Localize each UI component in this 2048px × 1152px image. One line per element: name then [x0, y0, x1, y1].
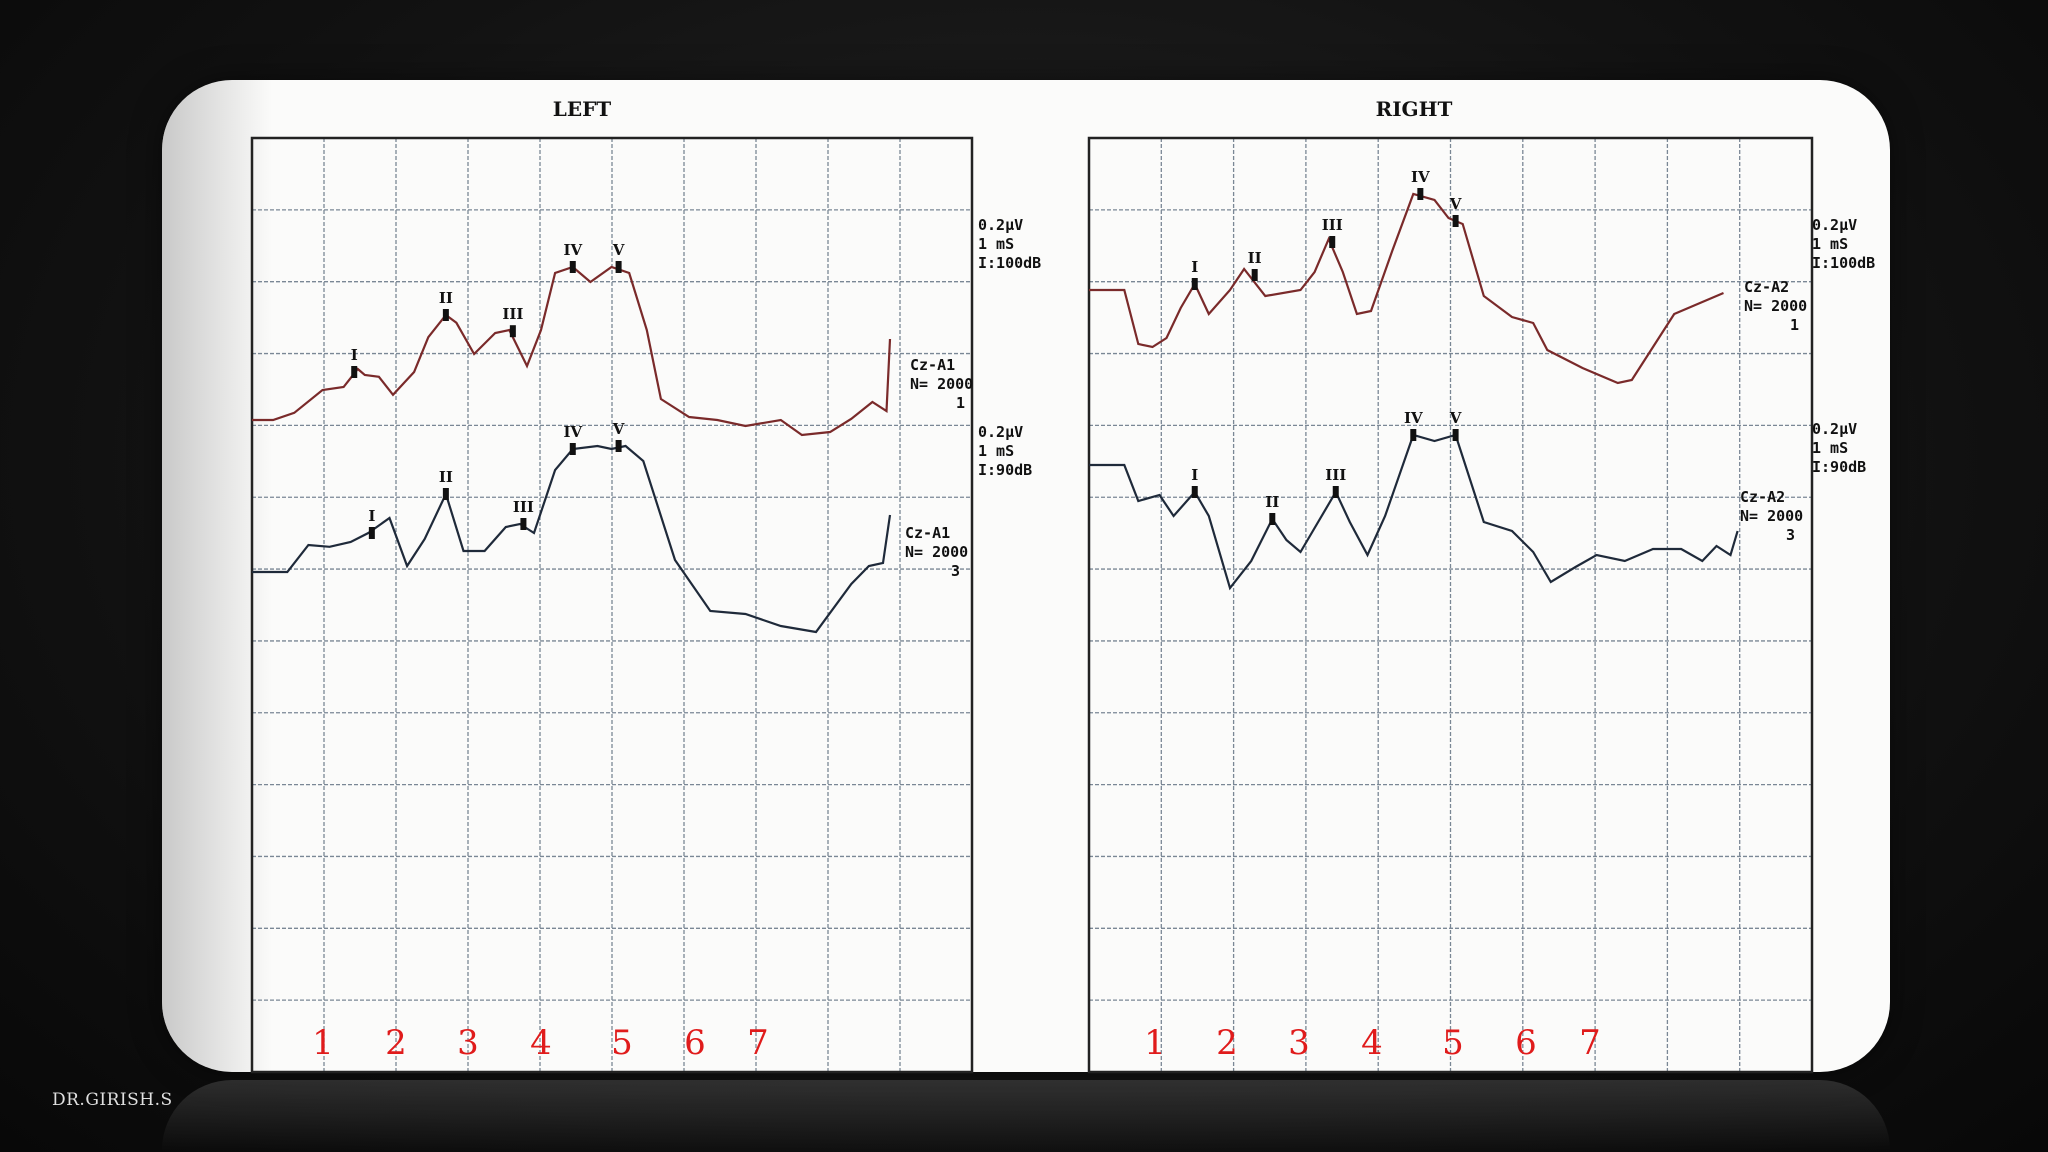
- peak-label: I: [351, 346, 358, 364]
- peak-label: II: [1265, 493, 1279, 511]
- recording-setting: 1 mS: [1812, 439, 1848, 457]
- interval-number: 2: [385, 1023, 407, 1063]
- peak-label: V: [1449, 409, 1462, 427]
- peak-label: I: [368, 507, 375, 525]
- panel-frame: [1087, 136, 1814, 1074]
- peak-marker: [1452, 429, 1459, 441]
- channel-label: 1: [1790, 316, 1799, 334]
- interval-number: 4: [530, 1023, 552, 1063]
- peak-label: II: [1248, 249, 1262, 267]
- interval-number: 4: [1361, 1023, 1383, 1063]
- channel-label: Cz-A1: [910, 356, 955, 374]
- channel-label: N= 2000: [1740, 507, 1803, 525]
- peak-marker: [1417, 188, 1424, 200]
- recording-setting: I:90dB: [978, 461, 1032, 479]
- interval-number: 2: [1216, 1023, 1238, 1063]
- card-reflection: [162, 1080, 1890, 1152]
- interval-number: 5: [1442, 1023, 1464, 1063]
- peak-label: III: [502, 305, 523, 323]
- channel-label: N= 2000: [1744, 297, 1807, 315]
- peak-label: II: [439, 468, 453, 486]
- peak-label: IV: [1404, 409, 1423, 427]
- peak-marker: [1191, 278, 1198, 290]
- peak-marker: [442, 488, 449, 500]
- peak-marker: [569, 443, 576, 455]
- channel-label: N= 2000: [910, 375, 973, 393]
- peak-label: V: [612, 241, 625, 259]
- interval-number: 6: [684, 1023, 706, 1063]
- peak-marker: [520, 518, 527, 530]
- recording-setting: 1 mS: [978, 442, 1014, 460]
- peak-label: III: [513, 498, 534, 516]
- peak-label: V: [612, 420, 625, 438]
- recording-setting: I:100dB: [978, 254, 1041, 272]
- channel-label: Cz-A1: [905, 524, 950, 542]
- peak-marker: [1452, 215, 1459, 227]
- channel-label: 1: [956, 394, 965, 412]
- peak-marker: [442, 309, 449, 321]
- channel-label: N= 2000: [905, 543, 968, 561]
- peak-marker: [569, 261, 576, 273]
- peak-label: IV: [563, 241, 582, 259]
- recording-setting: 1 mS: [978, 235, 1014, 253]
- panel-title: LEFT: [553, 97, 612, 121]
- abr-report-card: [162, 80, 1890, 1072]
- recording-setting: I:100dB: [1812, 254, 1875, 272]
- peak-label: I: [1191, 258, 1198, 276]
- interval-number: 5: [611, 1023, 633, 1063]
- peak-marker: [1269, 513, 1276, 525]
- interval-number: 1: [312, 1023, 334, 1063]
- channel-label: Cz-A2: [1740, 488, 1785, 506]
- peak-marker: [615, 440, 622, 452]
- recording-setting: 0.2µV: [978, 216, 1023, 234]
- waveform-trace-lower: [252, 444, 892, 634]
- recording-setting: 0.2µV: [1812, 420, 1857, 438]
- peak-label: IV: [563, 423, 582, 441]
- panel-frame: [250, 136, 974, 1074]
- interval-number: 7: [1579, 1023, 1601, 1063]
- recording-setting: 0.2µV: [1812, 216, 1857, 234]
- interval-number: 3: [1288, 1023, 1310, 1063]
- recording-setting: 1 mS: [1812, 235, 1848, 253]
- peak-label: III: [1325, 466, 1346, 484]
- peak-label: I: [1191, 466, 1198, 484]
- waveform-trace-lower: [1089, 433, 1739, 591]
- peak-label: IV: [1411, 168, 1430, 186]
- peak-marker: [1332, 486, 1339, 498]
- peak-marker: [1410, 429, 1417, 441]
- peak-label: II: [439, 289, 453, 307]
- waveform-trace-upper: [1089, 192, 1724, 385]
- waveform-trace-upper: [252, 265, 892, 437]
- recording-setting: 0.2µV: [978, 423, 1023, 441]
- interval-number: 7: [747, 1023, 769, 1063]
- channel-label: 3: [951, 562, 960, 580]
- peak-label: V: [1449, 195, 1462, 213]
- peak-marker: [1329, 236, 1336, 248]
- panel-title: RIGHT: [1376, 97, 1453, 121]
- channel-label: Cz-A2: [1744, 278, 1789, 296]
- channel-label: 3: [1786, 526, 1795, 544]
- peak-marker: [1251, 269, 1258, 281]
- peak-marker: [615, 261, 622, 273]
- peak-marker: [1191, 486, 1198, 498]
- recording-setting: I:90dB: [1812, 458, 1866, 476]
- interval-number: 1: [1144, 1023, 1166, 1063]
- peak-label: III: [1322, 216, 1343, 234]
- peak-marker: [509, 325, 516, 338]
- interval-number: 3: [457, 1023, 479, 1063]
- peak-marker: [351, 366, 358, 378]
- author-credit: DR.GIRISH.S: [52, 1090, 173, 1110]
- peak-marker: [368, 527, 375, 539]
- interval-number: 6: [1515, 1023, 1537, 1063]
